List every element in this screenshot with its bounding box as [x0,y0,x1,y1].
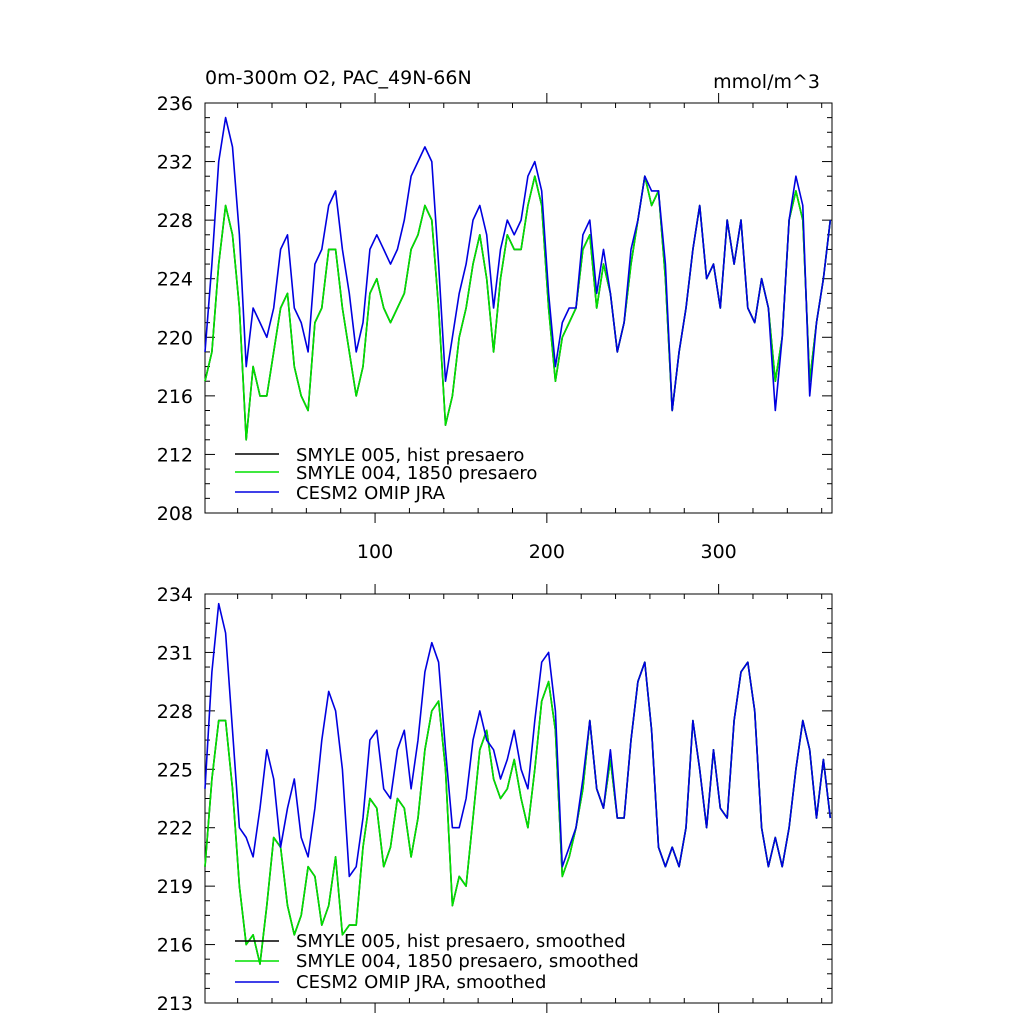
top-panel-units: mmol/m^3 [713,71,820,93]
top-panel: 0m-300m O2, PAC_49N-66N mmol/m^3 2082122… [157,67,833,563]
legend-label-cesm2: CESM2 OMIP JRA [296,483,446,504]
bottom-panel: 213 216 219 222 225 228 231 234 SMYLE 005, hist… [157,584,833,1015]
x-tick-label: 200 [529,541,565,563]
y-tick-label: 236 [157,93,193,115]
series-line-cesm2-omip-jra [204,116,832,412]
legend-label-smyle004: SMYLE 004, 1850 presaero [296,463,537,484]
y-tick-label: 231 [157,642,193,664]
y-tick-label: 228 [157,210,193,232]
bottom-panel-axes: 213 216 219 222 225 228 231 234 [157,584,833,1015]
top-panel-legend: SMYLE 005, hist presaero SMYLE 004, 1850… [235,445,537,504]
top-panel-title: 0m-300m O2, PAC_49N-66N [205,67,472,89]
y-tick-label: 222 [157,818,193,840]
y-tick-label: 225 [157,759,193,781]
y-tick-label: 234 [157,584,193,606]
y-tick-label: 228 [157,701,193,723]
y-tick-label: 208 [157,503,193,525]
top-panel-axes: 208 212 216 220 224 228 232 236 100 200 300 [157,93,833,563]
series-line-smyle-005-hist-presaero [204,175,832,441]
series-line-cesm2-omip-jra-smoothed [204,602,832,878]
x-tick-label: 300 [700,541,736,563]
series-line-smyle-004-1850-presaero [204,175,832,441]
bottom-panel-legend: SMYLE 005, hist presaero, smoothed SMYLE… [235,931,639,993]
y-tick-label: 224 [157,269,193,291]
y-tick-label: 216 [157,386,193,408]
y-tick-label: 216 [157,935,193,957]
legend-label-smyle005-smoothed: SMYLE 005, hist presaero, smoothed [296,931,626,952]
legend-label-cesm2-smoothed: CESM2 OMIP JRA, smoothed [296,972,546,993]
bottom-panel-series [204,602,832,965]
y-tick-label: 213 [157,993,193,1015]
top-panel-series [204,116,832,441]
y-tick-label: 212 [157,444,193,466]
x-tick-label: 100 [357,541,393,563]
y-tick-label: 232 [157,152,193,174]
legend-label-smyle005: SMYLE 005, hist presaero [296,445,524,466]
legend-label-smyle004-smoothed: SMYLE 004, 1850 presaero, smoothed [296,951,639,972]
y-tick-label: 220 [157,327,193,349]
y-tick-label: 219 [157,876,193,898]
